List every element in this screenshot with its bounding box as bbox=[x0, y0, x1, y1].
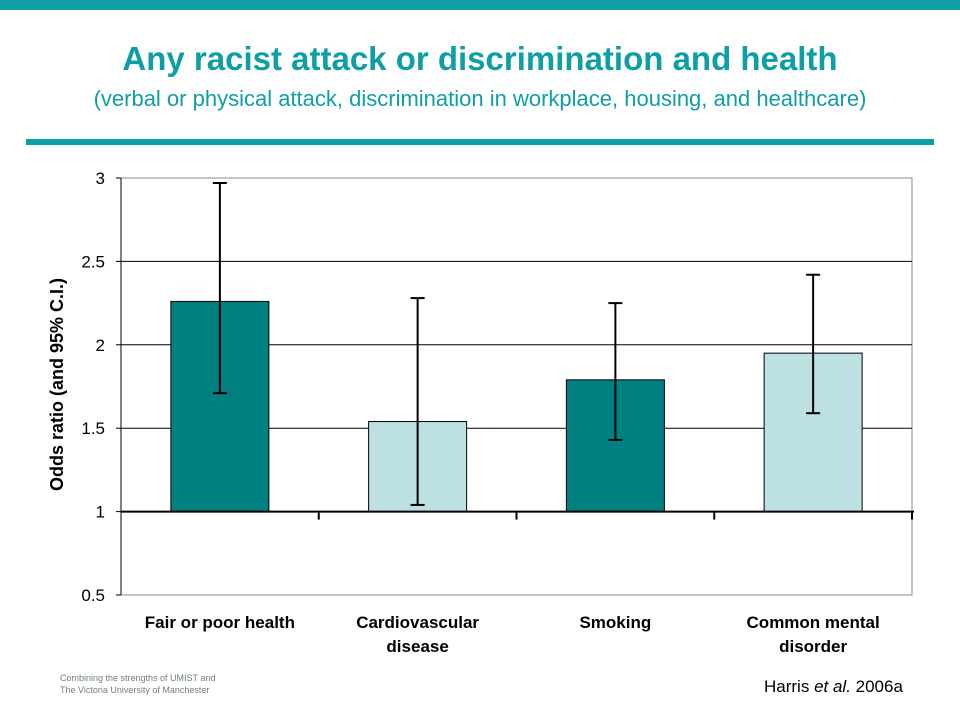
category-label: Fair or poor health bbox=[145, 613, 295, 632]
y-tick-label: 3 bbox=[96, 169, 105, 188]
y-tick-label: 2.5 bbox=[81, 252, 105, 271]
citation-year: 2006a bbox=[850, 677, 903, 696]
y-axis-label: Odds ratio (and 95% C.I.) bbox=[47, 278, 67, 491]
footer-university-text: Combining the strengths of UMIST and The… bbox=[60, 672, 215, 696]
category-label: Smoking bbox=[579, 613, 651, 632]
y-tick-label: 2 bbox=[96, 336, 105, 355]
slide-subtitle: (verbal or physical attack, discriminati… bbox=[93, 86, 867, 111]
slide-title: Any racist attack or discrimination and … bbox=[122, 40, 838, 77]
title-divider bbox=[26, 139, 934, 145]
footer-line-1: Combining the strengths of UMIST and bbox=[60, 673, 216, 683]
y-tick-label: 1 bbox=[96, 503, 105, 522]
category-label: disorder bbox=[779, 637, 847, 656]
category-label: disease bbox=[386, 637, 448, 656]
citation: Harris et al. 2006a bbox=[764, 677, 903, 697]
citation-author: Harris bbox=[764, 677, 815, 696]
category-label: Common mental bbox=[747, 613, 880, 632]
category-label: Cardiovascular bbox=[356, 613, 479, 632]
footer-line-2: The Victoria University of Manchester bbox=[60, 685, 210, 695]
top-accent-bar bbox=[0, 0, 960, 10]
y-tick-label: 1.5 bbox=[81, 419, 105, 438]
citation-etal: et al. bbox=[814, 677, 851, 696]
y-tick-label: 0.5 bbox=[81, 586, 105, 605]
